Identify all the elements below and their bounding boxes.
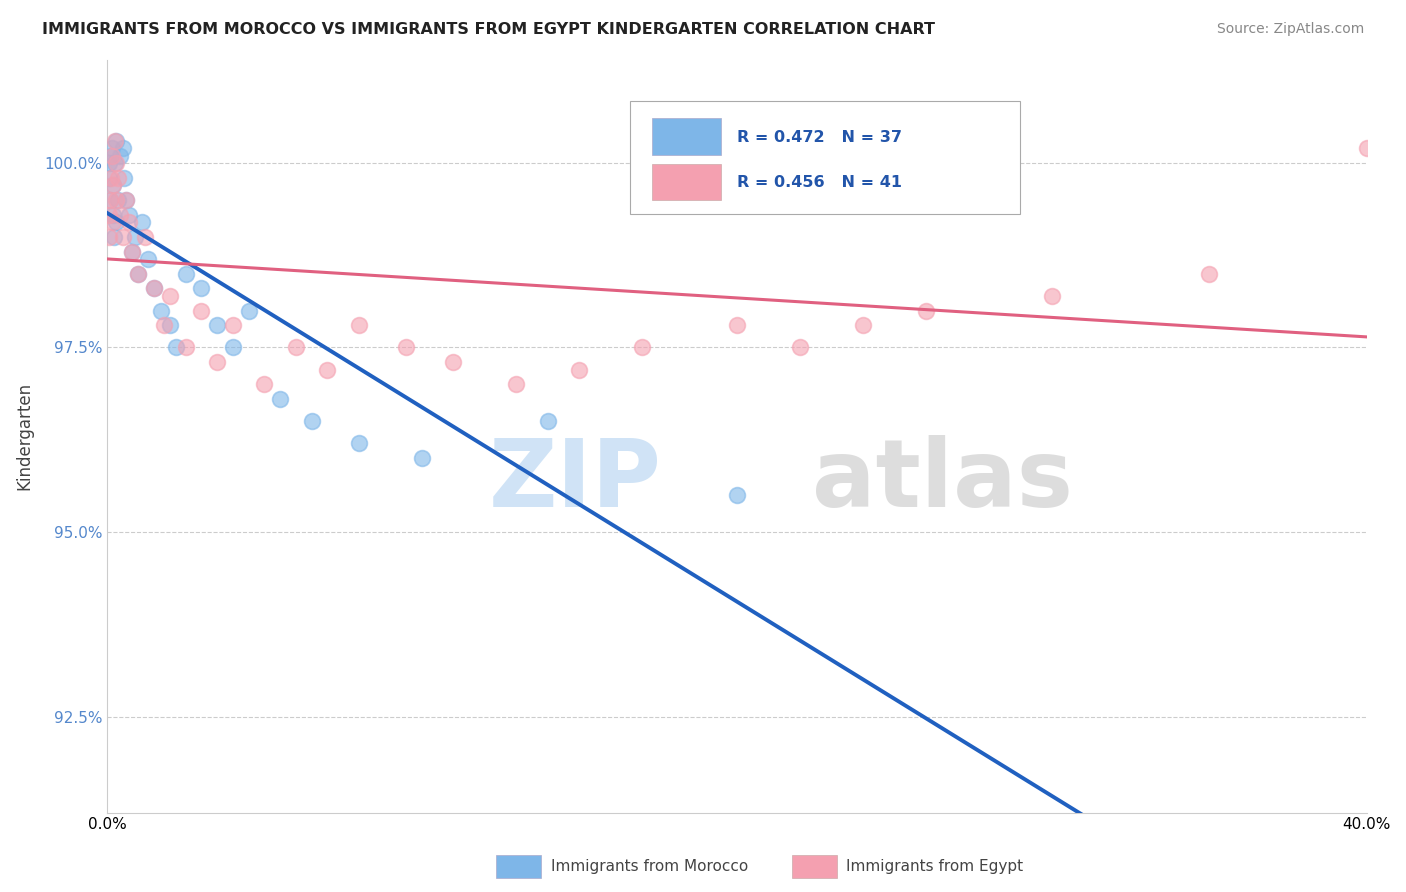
Point bbox=[104, 156, 127, 170]
Point bbox=[107, 170, 129, 185]
Point bbox=[253, 377, 276, 392]
Point bbox=[152, 318, 174, 333]
Point bbox=[98, 170, 121, 185]
Text: R = 0.456   N = 41: R = 0.456 N = 41 bbox=[737, 175, 901, 190]
Point bbox=[284, 341, 307, 355]
Text: ZIP: ZIP bbox=[488, 435, 661, 527]
Point bbox=[101, 208, 124, 222]
Point bbox=[190, 281, 212, 295]
Point bbox=[143, 281, 166, 295]
Point bbox=[101, 215, 124, 229]
Point bbox=[98, 193, 121, 207]
Point bbox=[238, 303, 260, 318]
Point bbox=[105, 156, 128, 170]
Y-axis label: Kindergarten: Kindergarten bbox=[15, 382, 32, 490]
Point bbox=[725, 488, 748, 502]
Point bbox=[725, 318, 748, 333]
Point bbox=[107, 193, 129, 207]
Point bbox=[100, 148, 122, 162]
Point bbox=[108, 148, 131, 162]
Point bbox=[100, 170, 122, 185]
Point bbox=[100, 141, 122, 155]
Point bbox=[205, 318, 228, 333]
Point bbox=[222, 318, 245, 333]
Point bbox=[97, 156, 120, 170]
Point bbox=[159, 289, 181, 303]
Point bbox=[505, 377, 527, 392]
Text: R = 0.472   N = 37: R = 0.472 N = 37 bbox=[737, 129, 901, 145]
Text: Source: ZipAtlas.com: Source: ZipAtlas.com bbox=[1216, 22, 1364, 37]
Point bbox=[121, 244, 143, 259]
Point bbox=[121, 244, 143, 259]
Point bbox=[631, 341, 654, 355]
Point bbox=[105, 215, 128, 229]
Point bbox=[411, 451, 433, 466]
Point bbox=[1040, 289, 1063, 303]
Point bbox=[159, 318, 181, 333]
FancyBboxPatch shape bbox=[652, 163, 720, 201]
Point bbox=[100, 148, 122, 162]
Point bbox=[441, 355, 464, 369]
FancyBboxPatch shape bbox=[652, 119, 720, 155]
Point bbox=[115, 193, 138, 207]
Point bbox=[222, 341, 245, 355]
Text: Immigrants from Morocco: Immigrants from Morocco bbox=[551, 859, 748, 873]
Point bbox=[98, 229, 121, 244]
Point bbox=[347, 318, 370, 333]
Point bbox=[134, 229, 156, 244]
Point bbox=[205, 355, 228, 369]
Point bbox=[347, 436, 370, 450]
Point bbox=[1355, 141, 1378, 155]
Point bbox=[118, 208, 141, 222]
Point bbox=[112, 170, 135, 185]
FancyBboxPatch shape bbox=[630, 101, 1021, 214]
Point bbox=[316, 362, 339, 376]
Text: Immigrants from Egypt: Immigrants from Egypt bbox=[846, 859, 1024, 873]
Point bbox=[395, 341, 418, 355]
Point bbox=[111, 229, 134, 244]
Point bbox=[111, 141, 134, 155]
Point bbox=[127, 267, 149, 281]
Point bbox=[103, 178, 125, 192]
Point bbox=[568, 362, 591, 376]
Point bbox=[124, 229, 146, 244]
Point bbox=[190, 303, 212, 318]
Point bbox=[915, 303, 938, 318]
Point bbox=[97, 208, 120, 222]
Point bbox=[269, 392, 291, 406]
Text: IMMIGRANTS FROM MOROCCO VS IMMIGRANTS FROM EGYPT KINDERGARTEN CORRELATION CHART: IMMIGRANTS FROM MOROCCO VS IMMIGRANTS FR… bbox=[42, 22, 935, 37]
Point bbox=[852, 318, 875, 333]
Point bbox=[103, 178, 125, 192]
Point bbox=[103, 229, 125, 244]
Point bbox=[165, 341, 187, 355]
Point bbox=[104, 134, 127, 148]
Point bbox=[115, 193, 138, 207]
Point bbox=[143, 281, 166, 295]
Point bbox=[174, 341, 197, 355]
Point bbox=[1198, 267, 1220, 281]
Point bbox=[127, 267, 149, 281]
Point bbox=[174, 267, 197, 281]
Point bbox=[104, 193, 127, 207]
Point bbox=[108, 208, 131, 222]
Point bbox=[149, 303, 172, 318]
Point bbox=[136, 252, 159, 266]
Point bbox=[789, 341, 811, 355]
Text: atlas: atlas bbox=[813, 435, 1074, 527]
Point bbox=[537, 414, 560, 428]
Point bbox=[118, 215, 141, 229]
Point bbox=[131, 215, 153, 229]
Point bbox=[98, 193, 121, 207]
Point bbox=[301, 414, 323, 428]
Point bbox=[104, 134, 127, 148]
